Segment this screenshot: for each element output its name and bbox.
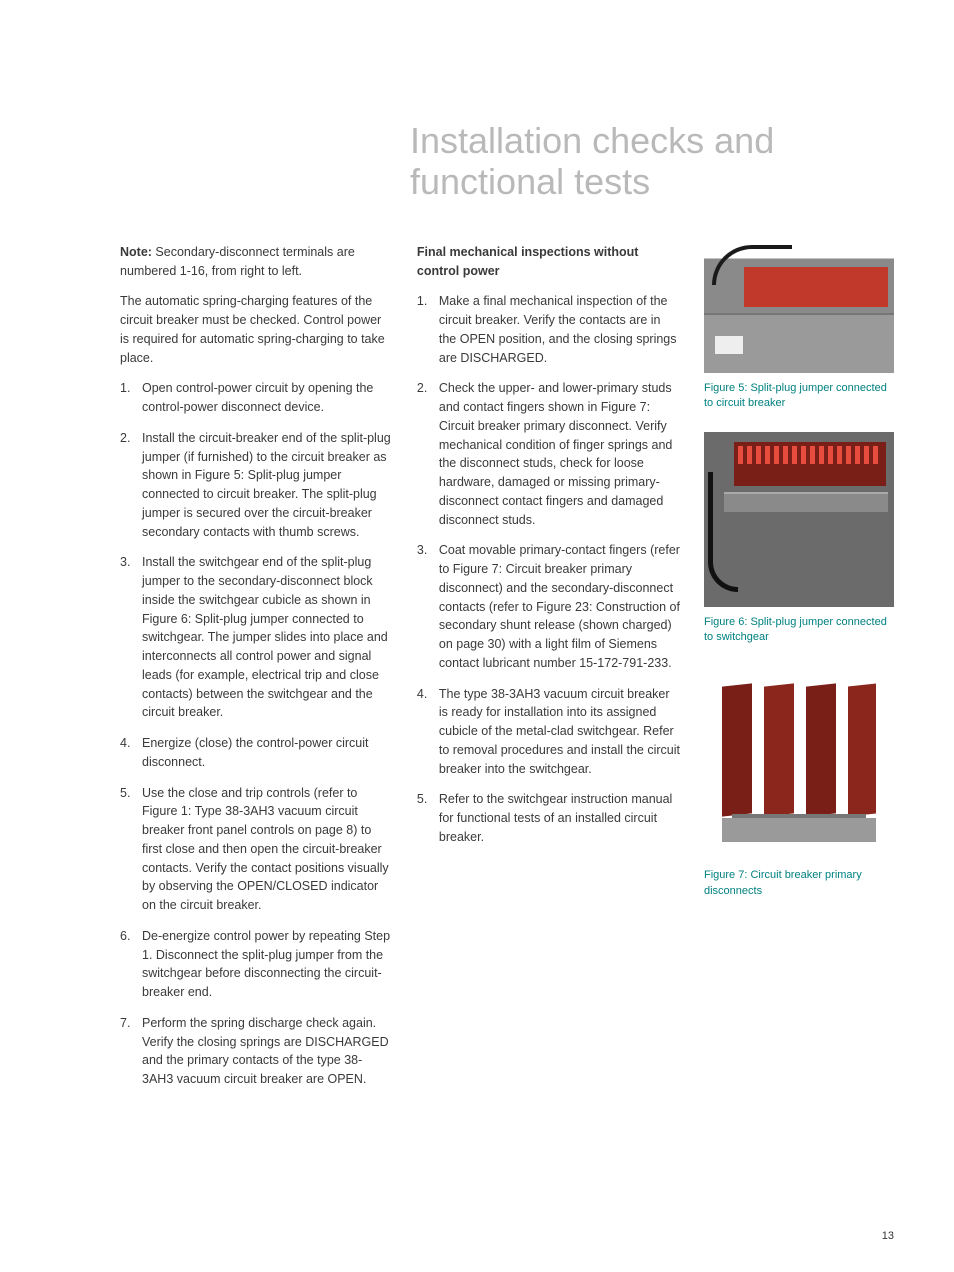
list-item: Energize (close) the control-power circu… <box>120 734 393 772</box>
figure-5-caption: Figure 5: Split-plug jumper connected to… <box>704 381 894 412</box>
figure-6-caption: Figure 6: Split-plug jumper connected to… <box>704 615 894 646</box>
list-item: Coat movable primary-contact fingers (re… <box>417 541 680 672</box>
document-page: Installation checks and functional tests… <box>0 0 954 1141</box>
section-heading: Final mechanical inspections without con… <box>417 243 680 281</box>
panel-shape <box>806 684 836 817</box>
list-item: Make a final mechanical inspection of th… <box>417 292 680 367</box>
note-text: Secondary-disconnect terminals are numbe… <box>120 245 355 278</box>
pins-shape <box>738 446 882 464</box>
mid-steps-list: Make a final mechanical inspection of th… <box>417 292 680 846</box>
figure-7-image <box>704 665 894 860</box>
right-column: Figure 5: Split-plug jumper connected to… <box>704 243 894 1101</box>
figure-7-caption: Figure 7: Circuit breaker primary discon… <box>704 868 894 899</box>
page-title: Installation checks and functional tests <box>410 120 894 203</box>
list-item: Open control-power circuit by opening th… <box>120 379 393 417</box>
shelf-shape <box>724 492 888 512</box>
figure-5: Figure 5: Split-plug jumper connected to… <box>704 243 894 412</box>
list-item: Install the switchgear end of the split-… <box>120 553 393 722</box>
middle-column: Final mechanical inspections without con… <box>417 243 680 1101</box>
figure-6: Figure 6: Split-plug jumper connected to… <box>704 432 894 646</box>
list-item: Use the close and trip controls (refer t… <box>120 784 393 915</box>
content-columns: Note: Secondary-disconnect terminals are… <box>120 243 894 1101</box>
panel-label <box>714 335 744 355</box>
base-shape <box>722 818 876 842</box>
intro-paragraph: The automatic spring-charging features o… <box>120 292 393 367</box>
list-item: De-energize control power by repeating S… <box>120 927 393 1002</box>
list-item: Perform the spring discharge check again… <box>120 1014 393 1089</box>
panel-shape <box>722 684 752 817</box>
note-label: Note: <box>120 245 152 259</box>
left-column: Note: Secondary-disconnect terminals are… <box>120 243 393 1101</box>
panel-shape <box>764 684 794 817</box>
list-item: Check the upper- and lower-primary studs… <box>417 379 680 529</box>
left-steps-list: Open control-power circuit by opening th… <box>120 379 393 1089</box>
list-item: Refer to the switchgear instruction manu… <box>417 790 680 846</box>
figure-5-image <box>704 243 894 373</box>
connector-block <box>744 267 888 307</box>
list-item: Install the circuit-breaker end of the s… <box>120 429 393 542</box>
page-number: 13 <box>882 1230 894 1242</box>
figure-7: Figure 7: Circuit breaker primary discon… <box>704 665 894 899</box>
cable-shape <box>708 472 738 592</box>
list-item: The type 38-3AH3 vacuum circuit breaker … <box>417 685 680 779</box>
frame-shape <box>722 685 876 842</box>
figure-6-image <box>704 432 894 607</box>
panel-shape <box>848 684 876 817</box>
note-paragraph: Note: Secondary-disconnect terminals are… <box>120 243 393 281</box>
